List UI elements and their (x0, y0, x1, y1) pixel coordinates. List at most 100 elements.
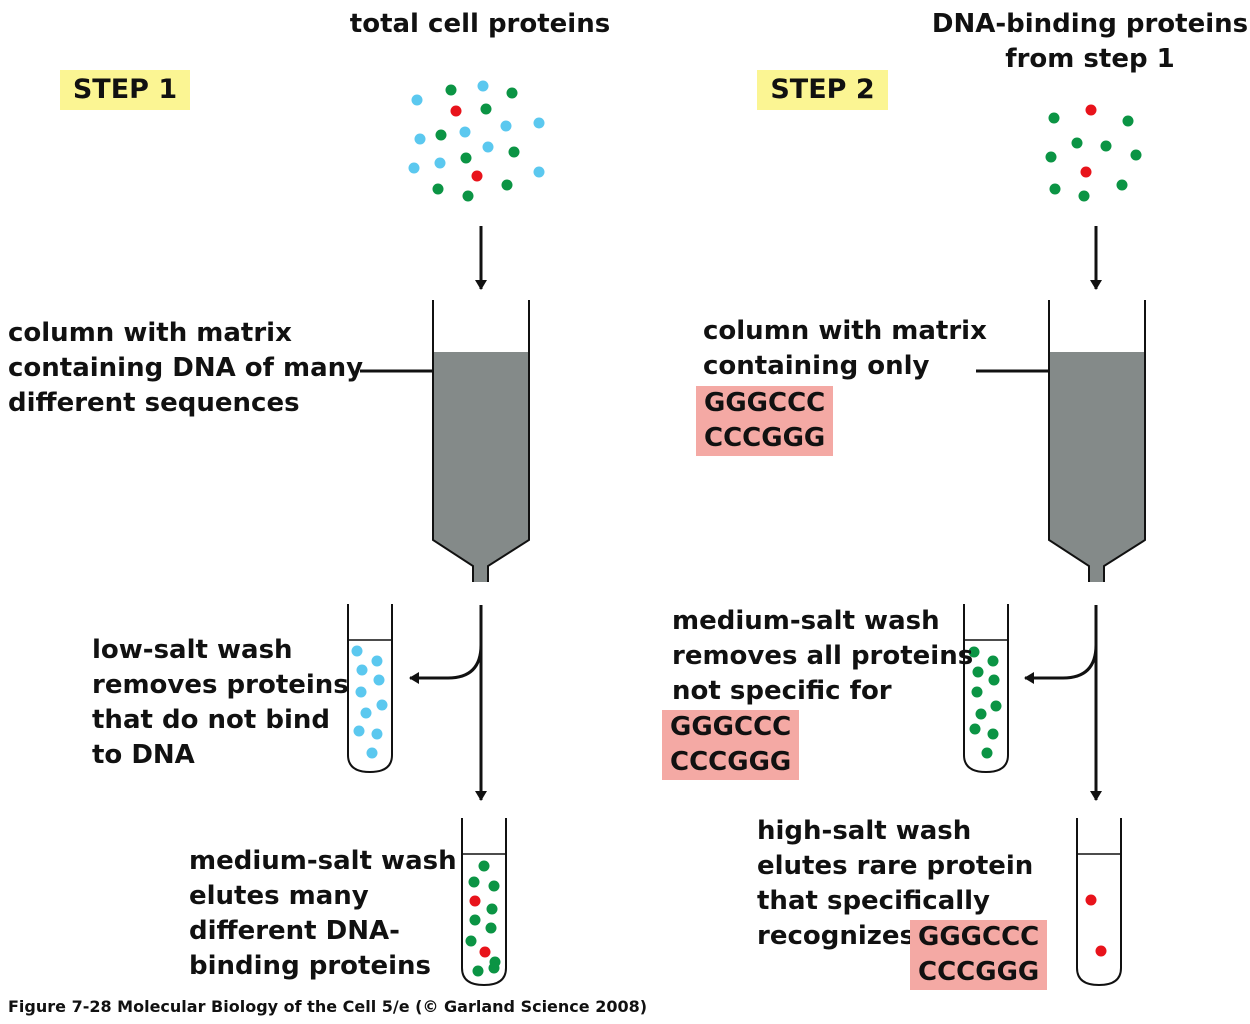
step1-medium-salt-tube-green-protein-11 (472, 965, 484, 977)
step2-medium-salt-tube (963, 604, 1009, 774)
step1-medium-salt-tube-red-protein-9 (479, 946, 491, 958)
step2-medium-salt-tube-green-protein-6 (990, 700, 1002, 712)
step1-input-green-protein-8 (435, 129, 447, 141)
step1-medium-salt-line-2: elutes many (189, 881, 369, 911)
step1-input-green-protein-16 (508, 146, 520, 158)
step2-medium-salt-tube-green-protein-2 (987, 655, 999, 667)
step1-input-red-protein-5 (450, 105, 462, 117)
step1-input-green-protein-4 (506, 87, 518, 99)
step2-medium-salt-tube-green-protein-8 (969, 723, 981, 735)
step2-input-label-line-1: DNA-binding proteins (931, 9, 1249, 39)
step2-medium-salt-label: medium-salt wash removes all proteins no… (672, 604, 973, 709)
step1-medium-salt-tube-red-protein-4 (469, 895, 481, 907)
step2-input-label: DNA-binding proteins from step 1 (930, 7, 1250, 77)
step1-input-green-protein-6 (480, 103, 492, 115)
step1-medium-salt-tube-green-protein-5 (486, 903, 498, 915)
step1-medium-salt-tube (461, 818, 507, 987)
step2-column-label: column with matrix containing only (703, 314, 987, 384)
step1-input-green-protein-19 (432, 183, 444, 195)
step2-column-sequence: GGGCCC CCCGGG (696, 386, 834, 456)
step1-low-salt-line-4: to DNA (92, 740, 195, 770)
step1-input-blue-protein-10 (500, 120, 512, 132)
step2-high-salt-line-3: that specifically (757, 886, 991, 916)
step1-medium-salt-line-4: binding proteins (189, 951, 431, 981)
step2-medium-salt-tube-green-protein-10 (981, 747, 993, 759)
step2-column-sequence-top: GGGCCC (704, 388, 826, 418)
step1-input-blue-protein-1 (411, 94, 423, 106)
step1-low-salt-tube-blue-protein-10 (366, 747, 378, 759)
figure-caption: Figure 7-28 Molecular Biology of the Cel… (8, 997, 648, 1016)
step2-medium-salt-sequence: GGGCCC CCCGGG (662, 710, 800, 780)
protein-dots (351, 80, 1142, 977)
step1-medium-salt-tube-green-protein-6 (469, 914, 481, 926)
step1-medium-salt-line-1: medium-salt wash (189, 846, 457, 876)
step2-column-label-line-2: containing only (703, 351, 930, 381)
step2-input-label-line-2: from step 1 (1005, 44, 1175, 74)
step2-high-salt-tube-red-protein-1 (1085, 894, 1097, 906)
step2-medium-salt-tube-green-protein-7 (975, 708, 987, 720)
step1-input-red-protein-17 (471, 170, 483, 182)
step1-low-salt-tube-blue-protein-4 (373, 674, 385, 686)
step1-input-green-protein-2 (445, 84, 457, 96)
step1-column-label-line-3: different sequences (8, 388, 300, 418)
step1-low-salt-line-1: low-salt wash (92, 635, 293, 665)
step1-input-blue-protein-14 (434, 157, 446, 169)
step2-medium-salt-sequence-bottom: CCCGGG (670, 747, 792, 777)
step1-input-blue-protein-11 (533, 117, 545, 129)
step2-medium-salt-tube-green-protein-9 (987, 728, 999, 740)
step2-input-green-protein-7 (1130, 149, 1142, 161)
step1-low-salt-tube-blue-protein-2 (371, 655, 383, 667)
step1-input-green-protein-20 (462, 190, 474, 202)
step1-medium-salt-tube-green-protein-8 (465, 935, 477, 947)
step1-badge: STEP 1 (60, 70, 190, 110)
step1-input-blue-protein-3 (477, 80, 489, 92)
step2-input-green-protein-11 (1116, 179, 1128, 191)
step1-input-blue-protein-18 (533, 166, 545, 178)
step1-input-label: total cell proteins (349, 9, 611, 39)
step1-medium-salt-tube-green-protein-3 (488, 880, 500, 892)
step2-high-salt-sequence-bottom: CCCGGG (918, 957, 1040, 987)
step2-medium-salt-line-1: medium-salt wash (672, 606, 940, 636)
step1-column-label-line-1: column with matrix (8, 318, 292, 348)
step1-column-label: column with matrix containing DNA of man… (8, 316, 363, 421)
step1-low-salt-tube-blue-protein-5 (355, 686, 367, 698)
step2-high-salt-line-4: recognizes (757, 921, 916, 951)
step1-low-salt-line-2: removes proteins (92, 670, 349, 700)
step1-column (432, 300, 530, 582)
step1-medium-salt-tube-green-protein-12 (488, 962, 500, 974)
step2-high-salt-tube (1076, 818, 1122, 987)
step1-input-blue-protein-13 (408, 162, 420, 174)
step2-input-green-protein-2 (1048, 112, 1060, 124)
step1-input-blue-protein-9 (459, 126, 471, 138)
step2-input-red-protein-1 (1085, 104, 1097, 116)
step1-medium-salt-line-3: different DNA- (189, 916, 400, 946)
step1-input-blue-protein-12 (482, 141, 494, 153)
step1-medium-salt-label: medium-salt wash elutes many different D… (189, 844, 457, 984)
step2-badge: STEP 2 (757, 70, 888, 110)
step2-medium-salt-line-3: not specific for (672, 676, 892, 706)
step1-column-label-line-2: containing DNA of many (8, 353, 364, 383)
step2-medium-salt-tube-green-protein-4 (988, 674, 1000, 686)
step2-high-salt-tube-red-protein-2 (1095, 945, 1107, 957)
step2-high-salt-sequence-top: GGGCCC (918, 922, 1040, 952)
step1-low-salt-tube-blue-protein-7 (360, 707, 372, 719)
step1-medium-salt-tube-green-protein-1 (478, 860, 490, 872)
step2-column (1048, 300, 1146, 582)
step2-medium-salt-tube-green-protein-1 (968, 646, 980, 658)
step1-low-salt-tube-blue-protein-1 (351, 645, 363, 657)
step2-medium-salt-tube-green-protein-5 (971, 686, 983, 698)
step1-low-salt-line-3: that do not bind (92, 705, 330, 735)
step2-input-green-protein-10 (1078, 190, 1090, 202)
step2-medium-salt-line-2: removes all proteins (672, 641, 974, 671)
step2-high-salt-line-2: elutes rare protein (757, 851, 1034, 881)
step2-input-green-protein-4 (1071, 137, 1083, 149)
step2-high-salt-line-1: high-salt wash (757, 816, 972, 846)
step1-low-salt-tube-blue-protein-8 (353, 725, 365, 737)
step2-input-green-protein-6 (1045, 151, 1057, 163)
step2-branch-arrow (1024, 610, 1098, 684)
step1-input-blue-protein-7 (414, 133, 426, 145)
step2-medium-salt-sequence-top: GGGCCC (670, 712, 792, 742)
step1-medium-salt-tube-green-protein-7 (485, 922, 497, 934)
step1-low-salt-tube-blue-protein-6 (376, 699, 388, 711)
